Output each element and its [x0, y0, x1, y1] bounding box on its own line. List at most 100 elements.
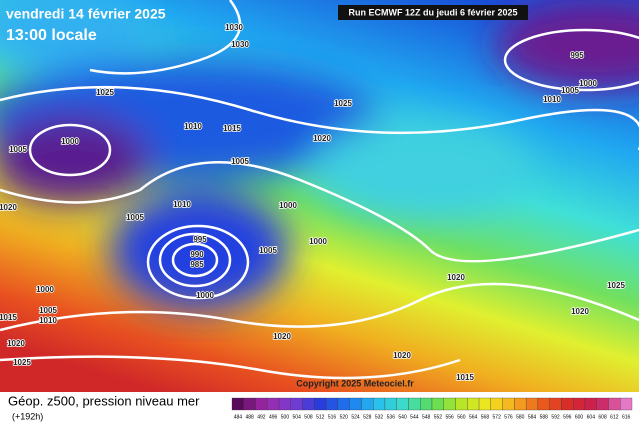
scale-swatch — [302, 397, 315, 411]
isobar-label: 1000 — [579, 79, 597, 88]
scale-swatch — [290, 397, 303, 411]
lead-time: (+192h) — [12, 411, 43, 421]
scale-swatch — [255, 397, 268, 411]
scale-swatch — [455, 397, 468, 411]
isobar-label: 1030 — [231, 40, 249, 49]
isobar-label: 1010 — [173, 200, 191, 209]
isobar-label: 1005 — [231, 157, 249, 166]
isobar-label: 1005 — [126, 213, 144, 222]
scale-label: 520 — [340, 414, 349, 420]
scale-label: 552 — [434, 414, 443, 420]
scale-swatch — [231, 397, 244, 411]
run-info: Run ECMWF 12Z du jeudi 6 février 2025 — [348, 7, 517, 17]
scale-label: 572 — [493, 414, 502, 420]
scale-swatch — [490, 397, 503, 411]
scale-label: 524 — [351, 414, 360, 420]
isobar-label: 1010 — [184, 122, 202, 131]
isobar-label: 1025 — [334, 99, 352, 108]
scale-label: 580 — [516, 414, 525, 420]
scale-swatch — [608, 397, 621, 411]
scale-label: 596 — [563, 414, 572, 420]
scale-label: 536 — [387, 414, 396, 420]
scale-swatch — [584, 397, 597, 411]
scale-swatch — [537, 397, 550, 411]
isobar-label: 1020 — [7, 339, 25, 348]
color-scale: 484 488 492 496 500 504 508 512 516 520 524 528 532 5… — [231, 397, 633, 420]
isobar-label: 1030 — [225, 23, 243, 32]
isobar-label: 1000 — [196, 291, 214, 300]
scale-label: 492 — [257, 414, 266, 420]
isobar-label: 1000 — [36, 285, 54, 294]
scale-swatch — [278, 397, 291, 411]
isobar-label: 985 — [190, 260, 204, 269]
isobar-label: 1000 — [61, 137, 79, 146]
scale-swatch — [596, 397, 609, 411]
isobar-label: 1005 — [259, 246, 277, 255]
isobar-labels: 1030 1030 1025 1025 1010 1015 1020 1000 1005 1005… — [0, 22, 626, 383]
scale-swatch — [384, 397, 397, 411]
scale-swatch — [408, 397, 421, 411]
scale-swatch — [314, 397, 327, 411]
scale-swatch — [573, 397, 586, 411]
scale-swatch — [420, 397, 433, 411]
scale-label: 608 — [598, 414, 607, 420]
isobar-label: 1010 — [543, 95, 561, 104]
scale-swatch — [561, 397, 574, 411]
isobar-label: 1025 — [607, 281, 625, 290]
isobar-label: 1015 — [0, 313, 17, 322]
map-time: 13:00 locale — [6, 27, 97, 44]
scale-swatch — [443, 397, 456, 411]
scale-label: 504 — [293, 414, 302, 420]
scale-swatch — [431, 397, 444, 411]
scale-swatch — [620, 397, 633, 411]
scale-label: 500 — [281, 414, 290, 420]
scale-label: 556 — [445, 414, 454, 420]
scale-label: 592 — [551, 414, 560, 420]
scale-label: 612 — [610, 414, 619, 420]
scale-swatch — [337, 397, 350, 411]
scale-swatch — [478, 397, 491, 411]
scale-swatch — [549, 397, 562, 411]
map-field — [0, 0, 639, 392]
scale-swatch — [349, 397, 362, 411]
scale-label: 600 — [575, 414, 584, 420]
scale-label: 488 — [245, 414, 254, 420]
isobar-label: 1025 — [96, 88, 114, 97]
isobar-label: 1005 — [39, 306, 57, 315]
map-date: vendredi 14 février 2025 — [6, 6, 166, 22]
scale-label: 496 — [269, 414, 278, 420]
isobar-label: 1020 — [313, 134, 331, 143]
scale-label: 588 — [540, 414, 549, 420]
isobar-label: 1020 — [393, 351, 411, 360]
scale-label: 540 — [398, 414, 407, 420]
scale-swatch — [361, 397, 374, 411]
scale-label: 568 — [481, 414, 490, 420]
isobar-label: 1000 — [279, 201, 297, 210]
scale-label: 604 — [587, 414, 596, 420]
scale-label: 548 — [422, 414, 431, 420]
isobar-label: 1020 — [0, 203, 17, 212]
isobar-label: 1015 — [456, 373, 474, 382]
scale-label: 516 — [328, 414, 337, 420]
footer-title: Géop. z500, pression niveau mer — [8, 393, 200, 408]
scale-label: 544 — [410, 414, 419, 420]
scale-swatch — [467, 397, 480, 411]
scale-swatch — [325, 397, 339, 411]
isobar-label: 995 — [193, 235, 207, 244]
isobar-label: 1020 — [447, 273, 465, 282]
scale-swatch — [396, 397, 409, 411]
scale-label: 576 — [504, 414, 513, 420]
scale-label: 584 — [528, 414, 537, 420]
scale-swatch — [502, 397, 515, 411]
scale-label: 512 — [316, 414, 325, 420]
scale-swatch — [525, 397, 539, 411]
copyright: Copyright 2025 Meteociel.fr — [296, 378, 414, 388]
run-box — [338, 5, 528, 20]
isobar-label: 1020 — [273, 332, 291, 341]
scale-swatch — [373, 397, 386, 411]
scale-label: 528 — [363, 414, 372, 420]
scale-label: 508 — [304, 414, 313, 420]
isobar-label: 990 — [190, 250, 204, 259]
isobar-label: 1000 — [309, 237, 327, 246]
